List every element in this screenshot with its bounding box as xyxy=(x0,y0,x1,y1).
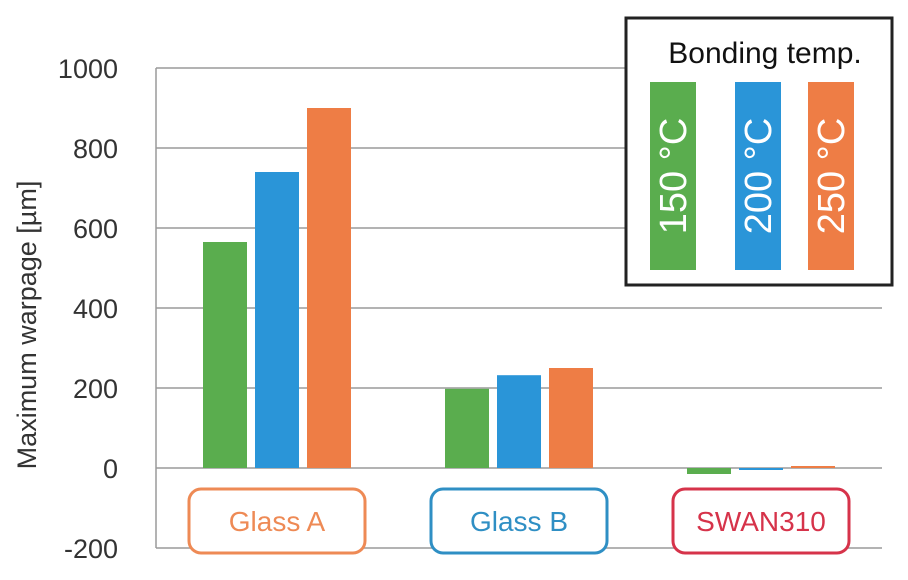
legend-swatch xyxy=(650,82,696,270)
legend-swatch xyxy=(735,82,781,270)
bar xyxy=(445,388,489,468)
legend: Bonding temp. 150 °C 200 °C 250 °C xyxy=(624,16,894,287)
category-label: Glass B xyxy=(470,506,568,537)
category-label-box xyxy=(671,487,851,555)
legend-label: 250 °C xyxy=(811,118,853,235)
y-tick-label: 800 xyxy=(73,134,118,164)
y-tick-labels: 1000 800 600 400 200 0 -200 xyxy=(58,54,118,564)
y-tick-label: 600 xyxy=(73,214,118,244)
legend-label: 150 °C xyxy=(653,118,695,235)
bar xyxy=(739,468,783,470)
bar xyxy=(255,172,299,468)
legend-items: 150 °C 200 °C 250 °C xyxy=(650,82,854,270)
y-tick-label: 200 xyxy=(73,374,118,404)
bar xyxy=(687,468,731,474)
legend-label: 200 °C xyxy=(738,118,780,235)
category-label: Glass A xyxy=(229,506,326,537)
bar xyxy=(791,466,835,468)
y-axis-label: Maximum warpage [µm] xyxy=(12,181,42,470)
y-tick-label: 400 xyxy=(73,294,118,324)
y-tick-label: -200 xyxy=(64,534,118,564)
y-tick-label: 0 xyxy=(103,454,118,484)
bar xyxy=(307,108,351,468)
category-label-box xyxy=(429,487,609,555)
category-labels: Glass A Glass B SWAN310 xyxy=(187,487,851,555)
bar xyxy=(497,375,541,468)
bar xyxy=(549,368,593,468)
bars xyxy=(203,108,835,474)
bar xyxy=(203,242,247,468)
legend-title: Bonding temp. xyxy=(668,37,861,70)
category-label: SWAN310 xyxy=(696,506,826,537)
y-tick-label: 1000 xyxy=(58,54,118,84)
category-label-box xyxy=(187,487,367,555)
legend-swatch xyxy=(808,82,854,270)
